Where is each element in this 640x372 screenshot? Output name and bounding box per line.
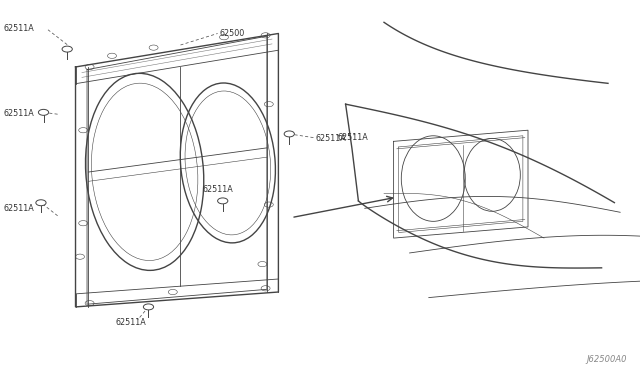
Text: 62511A: 62511A <box>3 204 34 213</box>
Text: 62511A: 62511A <box>3 109 34 118</box>
Circle shape <box>284 131 294 137</box>
Text: 62511A: 62511A <box>115 318 146 327</box>
Circle shape <box>143 304 154 310</box>
Circle shape <box>62 46 72 52</box>
Text: J62500A0: J62500A0 <box>587 355 627 364</box>
Text: 62511A: 62511A <box>202 185 233 194</box>
Circle shape <box>36 200 46 206</box>
Text: 62500: 62500 <box>220 29 244 38</box>
Circle shape <box>38 109 49 115</box>
Text: 62511A: 62511A <box>337 133 368 142</box>
Circle shape <box>218 198 228 204</box>
Text: 62511A: 62511A <box>3 24 34 33</box>
Text: 62511A: 62511A <box>316 134 346 143</box>
